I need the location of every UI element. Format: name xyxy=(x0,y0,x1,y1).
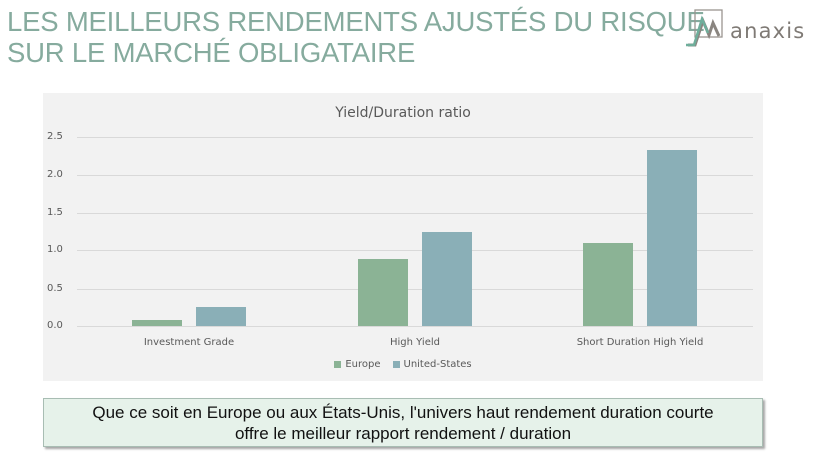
bar-europe-high-yield xyxy=(358,259,408,326)
legend-swatch-europe xyxy=(334,361,342,368)
anaxis-logo: anaxis xyxy=(686,9,816,49)
slide-title-line-1: LES MEILLEURS RENDEMENTS AJUSTÉS DU RISQ… xyxy=(7,6,705,37)
chart-legend: Europe United-States xyxy=(43,359,763,370)
y-tick-label: 2.5 xyxy=(47,131,63,142)
bar-europe-short-duration-high-yield xyxy=(583,242,633,326)
gridline xyxy=(77,175,753,176)
gridline-baseline xyxy=(77,326,753,327)
slide-title-line-2: SUR LE MARCHÉ OBLIGATAIRE xyxy=(7,37,416,68)
y-tick-label: 0.5 xyxy=(47,283,63,294)
anaxis-mountain-logo-icon xyxy=(686,9,723,47)
legend-label-united-states: United-States xyxy=(403,359,472,370)
x-category-label: High Yield xyxy=(390,337,440,348)
callout-line-1: Que ce soit en Europe ou aux États-Unis,… xyxy=(92,403,714,422)
x-category-label: Short Duration High Yield xyxy=(576,337,704,348)
gridline xyxy=(77,250,753,251)
yield-duration-chart: Yield/Duration ratio 2.5 2.0 1.5 1.0 0.5… xyxy=(43,93,763,381)
slide-title: LES MEILLEURS RENDEMENTS AJUSTÉS DU RISQ… xyxy=(7,6,705,68)
gridline xyxy=(77,213,753,214)
y-tick-label: 2.0 xyxy=(47,169,63,180)
key-message-callout: Que ce soit en Europe ou aux États-Unis,… xyxy=(43,398,763,447)
y-tick-label: 1.0 xyxy=(47,244,63,255)
gridline xyxy=(77,137,753,138)
x-category-label: Investment Grade xyxy=(143,337,235,348)
y-tick-label: 0.0 xyxy=(47,320,63,331)
legend-item-united-states: United-States xyxy=(392,359,472,370)
bar-europe-investment-grade xyxy=(132,319,182,326)
chart-title: Yield/Duration ratio xyxy=(335,105,471,121)
y-tick-label: 1.5 xyxy=(47,207,63,218)
bar-united-states-short-duration-high-yield xyxy=(647,149,697,326)
bar-united-states-investment-grade xyxy=(196,307,246,326)
anaxis-logo-text: anaxis xyxy=(730,19,806,43)
legend-label-europe: Europe xyxy=(345,359,381,370)
legend-swatch-united-states xyxy=(392,361,400,368)
callout-line-2: offre le meilleur rapport rendement / du… xyxy=(234,424,572,443)
legend-item-europe: Europe xyxy=(334,359,381,370)
bar-united-states-high-yield xyxy=(422,232,472,326)
gridline xyxy=(77,289,753,290)
